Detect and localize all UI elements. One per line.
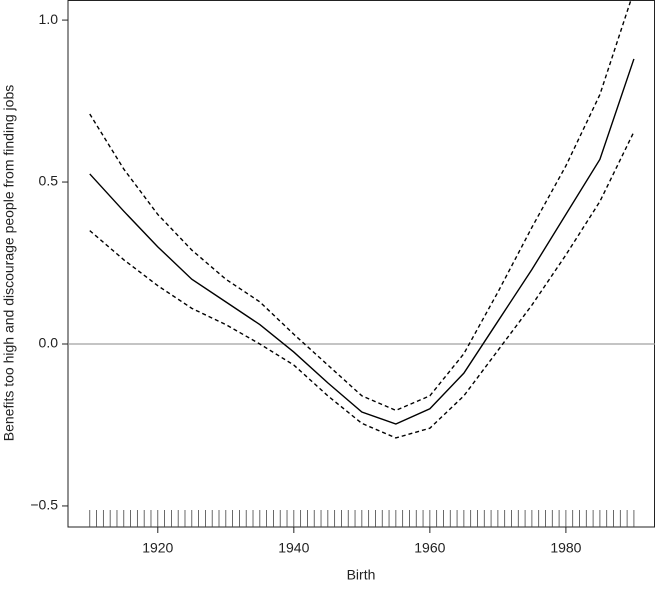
x-axis-label: Birth xyxy=(347,567,376,583)
x-tick-label: 1940 xyxy=(278,540,309,556)
series-line xyxy=(89,131,635,439)
y-tick-label: 0.5 xyxy=(39,173,59,189)
x-tick-label: 1980 xyxy=(550,540,581,556)
y-tick-label: −0.5 xyxy=(30,497,58,513)
series-line xyxy=(89,0,632,412)
y-tick-label: 0.0 xyxy=(39,335,59,351)
y-tick-label: 1.0 xyxy=(39,11,59,27)
series-line xyxy=(89,58,635,425)
plot-area xyxy=(68,0,655,527)
x-tick-label: 1960 xyxy=(414,540,445,556)
x-tick-label: 1920 xyxy=(142,540,173,556)
plot-frame xyxy=(67,0,655,528)
y-axis-label: Benefits too high and discourage people … xyxy=(1,85,17,441)
